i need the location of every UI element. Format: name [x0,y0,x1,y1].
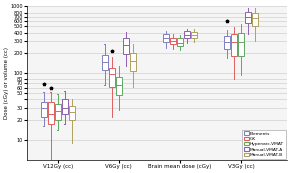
Y-axis label: Dose (cGy) or volume (cc): Dose (cGy) or volume (cc) [4,47,9,119]
PathPatch shape [116,77,122,95]
PathPatch shape [252,13,258,26]
PathPatch shape [48,102,54,124]
PathPatch shape [102,55,108,70]
PathPatch shape [130,53,136,71]
PathPatch shape [123,38,129,53]
PathPatch shape [62,99,68,114]
PathPatch shape [231,34,237,56]
Legend: Elements, GK, Hypenarc-VMAT, Manual-VMAT-A, Manual-VMAT-B: Elements, GK, Hypenarc-VMAT, Manual-VMAT… [242,130,286,159]
PathPatch shape [238,33,244,56]
PathPatch shape [184,31,190,38]
PathPatch shape [163,34,169,42]
PathPatch shape [69,106,75,120]
PathPatch shape [191,32,197,38]
PathPatch shape [245,12,251,22]
PathPatch shape [224,36,230,49]
PathPatch shape [41,102,47,117]
PathPatch shape [55,104,61,120]
PathPatch shape [177,38,183,46]
PathPatch shape [109,68,115,87]
PathPatch shape [170,38,176,44]
